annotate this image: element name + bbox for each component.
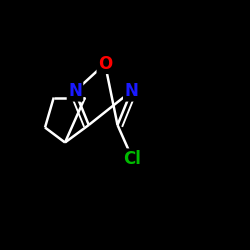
Text: N: N (68, 82, 82, 100)
Text: N: N (124, 82, 138, 100)
Text: O: O (98, 55, 112, 73)
Text: Cl: Cl (124, 150, 142, 168)
